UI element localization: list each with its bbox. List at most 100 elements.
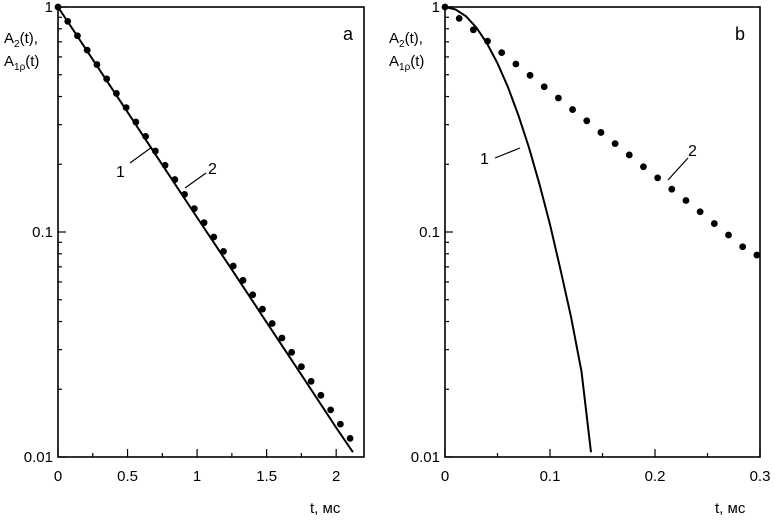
panel-a-xtick-label: 1: [193, 468, 201, 485]
panel-a-series-2-point: [93, 61, 101, 68]
panel-a-xtick-label: 0.5: [117, 468, 138, 485]
panel-b-curve-labels: 1 2: [480, 143, 697, 181]
panel-b-series-2-point: [625, 151, 633, 159]
panel-b-series-2-point: [469, 26, 477, 34]
panel-a-series-2-point: [181, 190, 188, 198]
panel-b-series-2-point: [569, 106, 576, 113]
panel-a-series-2-point: [103, 75, 111, 83]
panel-b-xtick-label: 0.1: [540, 468, 561, 485]
panel-b: A2(t), A1ρ(t) b t, мс 0 0.1 0.2 0.3 0.01 0.1 1…: [389, 0, 770, 517]
panel-a-letter: a: [343, 24, 354, 44]
panel-b-series-2-point: [640, 163, 647, 171]
panel-a-series-2-point: [327, 406, 335, 414]
panel-a-series-2-point: [142, 133, 150, 140]
panel-b-xtick-label: 0.3: [750, 468, 771, 485]
panel-a-ytick-label: 0.1: [32, 224, 53, 241]
panel-a-xlabel: t, мс: [310, 500, 341, 517]
panel-b-series-2-point: [654, 174, 662, 182]
panel-b-series-2-point: [526, 71, 534, 79]
panel-a-frame: [57, 6, 365, 458]
panel-b-series-2-point: [739, 243, 747, 251]
panel-b-series-2-point: [583, 117, 591, 125]
panel-b-ytick-label: 1: [432, 0, 440, 16]
panel-a-ytick-label: 1: [45, 0, 53, 16]
panel-b-series-2-point: [725, 231, 732, 239]
panel-b-letter: b: [735, 24, 745, 44]
panel-b-ylabel: A2(t), A1ρ(t): [389, 30, 424, 73]
panel-a-label-2: 2: [208, 161, 217, 178]
panel-b-series-2-point: [710, 220, 718, 227]
panel-a-series-2-point: [190, 205, 198, 213]
panel-b-series-2-point: [555, 94, 562, 102]
panel-a-label-1: 1: [116, 164, 125, 181]
panel-b-series-2-point: [484, 37, 491, 45]
panel-a-ylabel-line1: A2(t),: [4, 30, 38, 50]
panel-a-series-2-point: [288, 348, 296, 356]
panel-b-ytick-label: 0.01: [411, 449, 440, 466]
panel-a-series-2-point: [200, 219, 208, 227]
panel-a-series-2-point: [210, 233, 218, 241]
panel-a-series-2-point: [278, 334, 286, 342]
panel-b-series-2-point: [668, 185, 676, 193]
panel-b-xlabel: t, мс: [715, 500, 746, 517]
panel-b-label-1-leader: [494, 147, 521, 159]
panel-a-ylabel-line2: A1ρ(t): [4, 53, 39, 73]
panel-a-series-2-point: [229, 262, 237, 270]
panel-b-series-2-point: [696, 208, 704, 216]
panel-b-ytick-label: 0.1: [419, 224, 440, 241]
panel-a-series-2-point: [249, 291, 257, 299]
panel-b-ylabel-line2: A1ρ(t): [389, 53, 424, 73]
panel-a-series-2-point: [83, 46, 91, 54]
panel-b-xtick-label: 0.2: [645, 468, 666, 485]
panel-a-curve-labels: 1 2: [116, 146, 217, 189]
panel-b-label-2-leader: [667, 157, 689, 181]
panel-b-series-2-point: [441, 3, 449, 11]
panel-a-ytick-label: 0.01: [24, 449, 53, 466]
panel-a-label-1-leader: [129, 146, 153, 164]
panel-b-series-2-point: [512, 60, 520, 68]
panel-b-series-2-point: [498, 49, 506, 57]
panel-a-series-2-point: [239, 276, 247, 284]
panel-a-series-2-point: [151, 147, 159, 155]
panel-b-label-1: 1: [480, 151, 489, 168]
panel-a-series-2-point: [268, 320, 276, 327]
panel-b-label-2: 2: [688, 143, 697, 160]
panel-a-series-1-line: [57, 6, 354, 453]
panel-b-ylabel-line1: A2(t),: [389, 30, 423, 50]
panel-a-series-2-point: [220, 247, 227, 255]
panel-b-series-2-point: [540, 83, 548, 91]
panel-a-series-2-point: [132, 118, 140, 126]
panel-a: A2(t), A1ρ(t) a t, мс 0 0.5 1 1.5 2 0.01 0.1 1 …: [4, 0, 365, 517]
panel-a-series-2-point: [298, 363, 305, 371]
panel-a-series-2-point: [259, 305, 266, 313]
panel-b-series: [441, 3, 761, 453]
panel-a-series-2-point: [54, 3, 62, 11]
panel-a-xtick-label: 1.5: [256, 468, 277, 485]
panel-a-series: [54, 3, 354, 453]
panel-b-xtick-label: 0: [441, 468, 449, 485]
panel-b-series-2-point: [682, 197, 690, 204]
panel-b-series-2-point: [611, 140, 619, 148]
panel-a-series-2-point: [346, 434, 354, 442]
panel-a-ylabel: A2(t), A1ρ(t): [4, 30, 39, 73]
panel-a-series-2-point: [317, 391, 325, 399]
panel-a-series-2-point: [74, 32, 81, 40]
panel-b-series-1-line: [444, 6, 592, 453]
panel-b-ticks: 0 0.1 0.2 0.3 0.01 0.1 1: [411, 0, 771, 485]
panel-a-series-2-point: [122, 104, 130, 112]
panel-b-series-2-point: [753, 251, 761, 259]
panel-b-series-2-point: [597, 129, 605, 136]
panel-a-series-2-point: [307, 377, 315, 385]
panel-b-frame: [444, 6, 761, 458]
panel-a-series-2-point: [336, 420, 344, 428]
panel-b-series-2-point: [455, 14, 463, 22]
panel-a-series-2-point: [161, 161, 169, 169]
panel-a-series-2-point: [113, 90, 120, 97]
panel-a-series-2-point: [171, 176, 179, 183]
panel-a-series-2-point: [64, 17, 72, 25]
panel-a-label-2-leader: [184, 172, 207, 189]
panel-a-xtick-label: 2: [332, 468, 340, 485]
panel-a-ticks: 0 0.5 1 1.5 2 0.01 0.1 1: [24, 0, 341, 485]
panel-a-xtick-label: 0: [54, 468, 62, 485]
